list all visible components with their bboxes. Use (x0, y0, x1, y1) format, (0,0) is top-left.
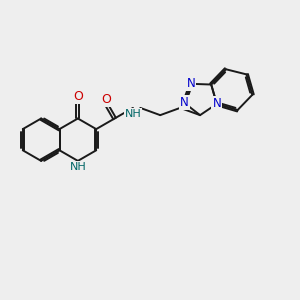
Text: N: N (187, 77, 196, 90)
Text: NH: NH (70, 162, 86, 172)
Text: N: N (212, 98, 221, 110)
Text: O: O (73, 91, 83, 103)
Text: NH: NH (124, 109, 141, 119)
Text: N: N (180, 96, 189, 109)
Text: O: O (101, 93, 111, 106)
